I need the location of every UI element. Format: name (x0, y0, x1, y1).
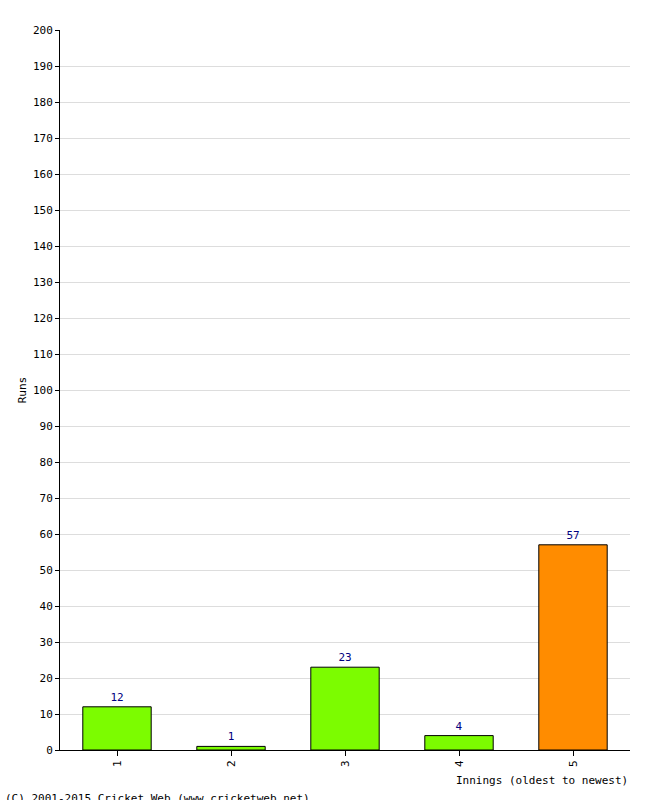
svg-text:190: 190 (33, 60, 53, 73)
svg-text:90: 90 (40, 420, 53, 433)
svg-text:80: 80 (40, 456, 53, 469)
svg-text:5: 5 (567, 760, 580, 767)
svg-text:120: 120 (33, 312, 53, 325)
svg-text:150: 150 (33, 204, 53, 217)
svg-text:1: 1 (111, 760, 124, 767)
svg-text:20: 20 (40, 672, 53, 685)
svg-text:70: 70 (40, 492, 53, 505)
svg-text:160: 160 (33, 168, 53, 181)
svg-text:30: 30 (40, 636, 53, 649)
svg-text:1: 1 (228, 730, 235, 743)
svg-text:130: 130 (33, 276, 53, 289)
svg-text:180: 180 (33, 96, 53, 109)
svg-text:(C) 2001-2015 Cricket Web (www: (C) 2001-2015 Cricket Web (www.cricketwe… (5, 792, 310, 800)
svg-text:23: 23 (338, 651, 351, 664)
svg-text:57: 57 (566, 529, 579, 542)
svg-text:100: 100 (33, 384, 53, 397)
svg-text:10: 10 (40, 708, 53, 721)
svg-text:Innings (oldest to newest): Innings (oldest to newest) (456, 774, 628, 787)
svg-text:4: 4 (456, 720, 463, 733)
svg-text:170: 170 (33, 132, 53, 145)
svg-text:110: 110 (33, 348, 53, 361)
svg-text:40: 40 (40, 600, 53, 613)
svg-text:60: 60 (40, 528, 53, 541)
svg-text:2: 2 (225, 760, 238, 767)
svg-text:4: 4 (453, 760, 466, 767)
svg-text:12: 12 (110, 691, 123, 704)
svg-text:Runs: Runs (16, 377, 29, 404)
svg-text:200: 200 (33, 24, 53, 37)
svg-text:50: 50 (40, 564, 53, 577)
svg-text:140: 140 (33, 240, 53, 253)
svg-text:0: 0 (46, 744, 53, 757)
svg-text:3: 3 (339, 760, 352, 767)
